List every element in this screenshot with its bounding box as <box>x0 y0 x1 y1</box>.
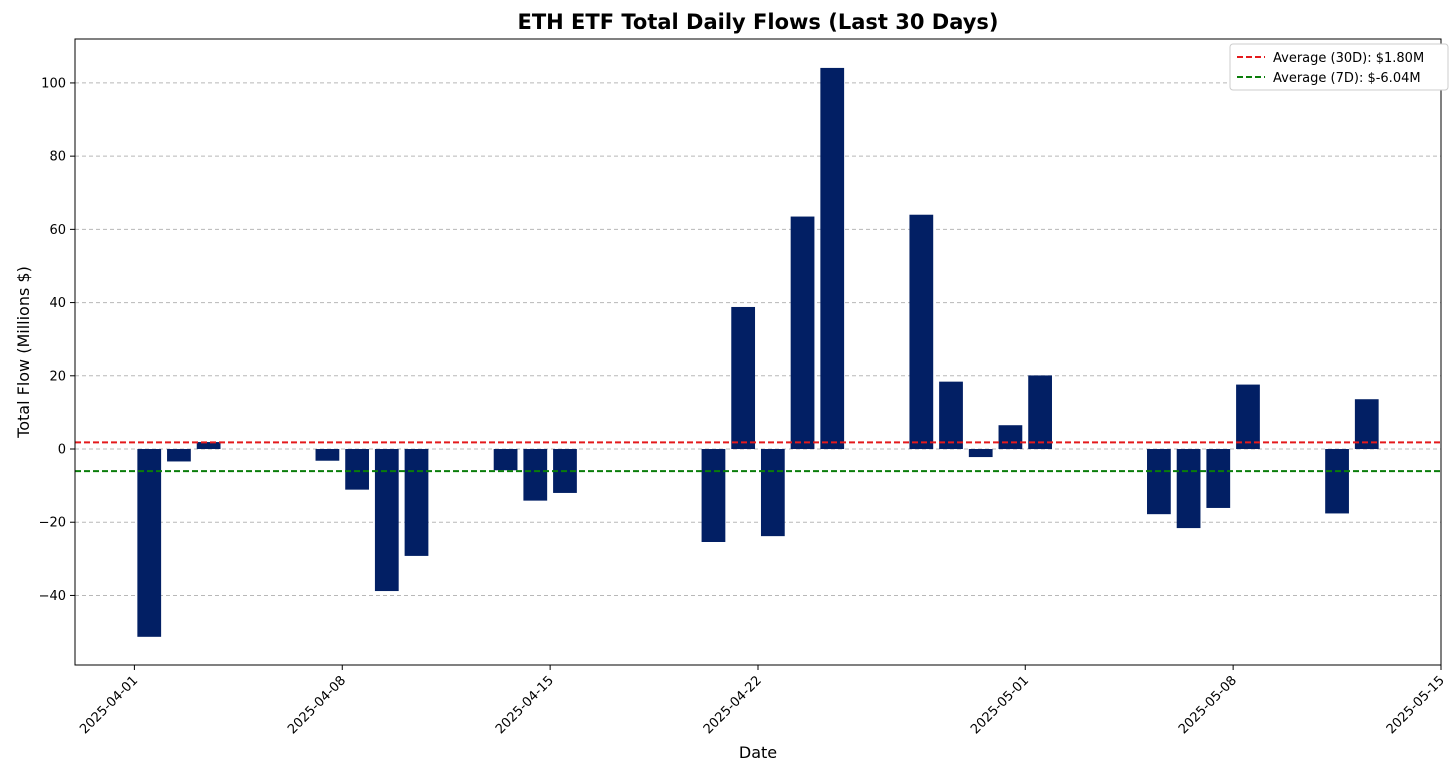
bar <box>731 306 756 450</box>
reference-lines-layer <box>75 441 1441 473</box>
legend-label-7d: Average (7D): $-6.04M <box>1273 71 1421 86</box>
y-tick-label: 40 <box>49 296 66 311</box>
bar <box>196 442 221 450</box>
y-tick-label: 0 <box>58 443 66 458</box>
bar <box>315 449 340 461</box>
bar <box>374 449 399 592</box>
legend: Average (30D): $1.80M Average (7D): $-6.… <box>1229 43 1449 91</box>
bar <box>820 67 845 450</box>
bar <box>760 449 785 537</box>
x-tick-label: 2025-05-01 <box>968 673 1032 737</box>
x-tick-label: 2025-04-08 <box>285 673 349 737</box>
bar <box>1028 375 1052 450</box>
y-tick-label: 20 <box>49 369 66 384</box>
x-axis-label: Date <box>739 743 777 762</box>
bar <box>404 449 429 556</box>
y-tick-label: −40 <box>39 589 66 604</box>
bar <box>523 449 548 501</box>
bar <box>939 381 963 450</box>
chart-title: ETH ETF Total Daily Flows (Last 30 Days) <box>517 10 998 34</box>
x-tick-label: 2025-04-01 <box>77 673 141 737</box>
bar <box>167 449 191 462</box>
y-tick-label: 80 <box>49 150 66 165</box>
legend-box <box>1229 43 1449 91</box>
x-tick-label: 2025-05-08 <box>1176 673 1240 737</box>
y-tick-label: 100 <box>41 76 66 91</box>
legend-label-30d: Average (30D): $1.80M <box>1273 51 1424 66</box>
bar <box>1236 384 1260 450</box>
x-tick-label: 2025-05-15 <box>1384 673 1448 737</box>
x-axis-ticks: 2025-04-01 2025-04-08 2025-04-15 2025-04-22… <box>77 665 1448 737</box>
x-tick-label: 2025-04-15 <box>493 673 557 737</box>
y-axis-label: Total Flow (Millions $) <box>14 266 33 439</box>
bar <box>790 216 815 450</box>
bar <box>701 449 726 542</box>
bar <box>1176 449 1201 529</box>
bar <box>345 449 369 490</box>
bar <box>1206 449 1231 508</box>
y-axis-ticks: −40 −20 0 20 40 60 80 100 <box>39 76 75 604</box>
y-tick-label: 60 <box>49 223 66 238</box>
y-tick-label: −20 <box>39 516 66 531</box>
bar <box>968 449 993 458</box>
bar <box>493 449 518 471</box>
bar <box>998 425 1023 450</box>
bar <box>1147 449 1171 515</box>
grid-layer <box>75 82 1441 596</box>
bar <box>1354 399 1379 450</box>
x-tick-label: 2025-04-22 <box>701 673 765 737</box>
bar <box>909 214 934 450</box>
bar <box>137 449 162 637</box>
bar <box>1325 449 1349 514</box>
plot-frame <box>74 38 1442 666</box>
bars-layer <box>137 67 1379 637</box>
